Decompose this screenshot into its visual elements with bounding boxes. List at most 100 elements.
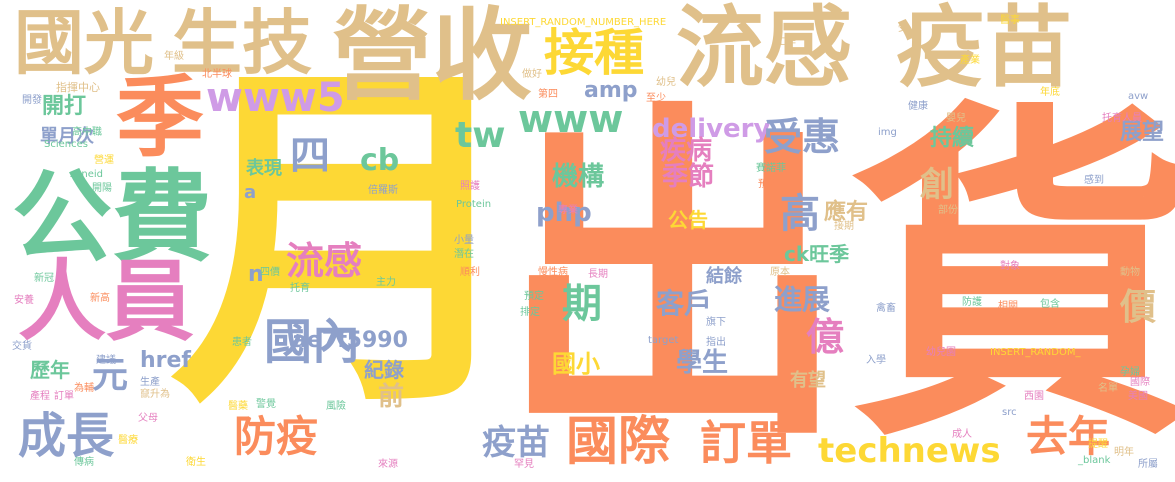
- word-chengzhang: 成長: [18, 408, 115, 464]
- word-liugan-pink: 流感: [286, 239, 363, 283]
- word-jiezhong: 接種: [544, 24, 644, 82]
- word-yinger: 嬰兒: [946, 113, 966, 124]
- word-gandao: 感到: [1084, 175, 1104, 186]
- word-fumu: 父母: [138, 413, 158, 424]
- word-disi: 第四: [538, 89, 558, 100]
- word-qi: 期: [562, 281, 602, 327]
- word-xiyuan: 西園: [1024, 391, 1044, 402]
- word-kehu: 客戶: [656, 287, 713, 320]
- word-jijie: 季節: [662, 162, 715, 192]
- word-xiaoliang: 小量: [454, 235, 474, 246]
- word-shengji: 生技: [172, 2, 312, 84]
- word-jia: 價: [1120, 287, 1157, 328]
- word-target: target: [648, 335, 679, 346]
- word-youer: 幼兒: [656, 77, 676, 88]
- word-yiliao: 醫療: [118, 435, 138, 446]
- word-chengren: 成人: [952, 429, 972, 440]
- word-kaida: 開打: [42, 94, 87, 119]
- word-cb: cb: [360, 143, 400, 178]
- word-yiyao: 醫藥: [228, 401, 248, 412]
- word-youwang: 有望: [790, 370, 826, 391]
- word-cuanshengwei: 竄升為: [140, 389, 170, 400]
- word-jinzhan: 進展: [774, 283, 831, 316]
- word-dingdan-small: 訂單: [54, 391, 74, 402]
- word-guonei: 國內: [264, 314, 361, 370]
- word-a: a: [244, 182, 257, 203]
- word-danyueci: 單月次: [40, 126, 94, 147]
- word-guoji: 國際: [566, 412, 671, 472]
- word-gonggao: 公告: [668, 208, 708, 232]
- word-fangyi: 防疫: [234, 412, 319, 461]
- word-xingao: 新高: [90, 293, 110, 304]
- word-shouhui: 受惠: [764, 115, 841, 159]
- word-amp: amp: [584, 78, 638, 103]
- word-ji: 季: [116, 66, 205, 169]
- word-yingshou: 營收: [332, 0, 532, 114]
- word-dongwu: 動物: [1120, 267, 1140, 278]
- word-guoji-small: 國際: [1130, 377, 1150, 388]
- word-img: img: [878, 127, 897, 138]
- word-fanghu: 防護: [962, 297, 982, 308]
- word-kaifa: 開發: [22, 95, 42, 106]
- word-weisheng: 衛生: [186, 457, 206, 468]
- word-chuhuo: 出貨: [498, 75, 1175, 482]
- word-guoxiao: 國小: [552, 350, 600, 378]
- word-qinchu: 禽畜: [876, 303, 896, 314]
- word-qianzai: 潛在: [454, 249, 474, 260]
- word-mingdan: 名單: [1098, 383, 1118, 394]
- word-chancheng: 產程: [30, 391, 50, 402]
- word-yimiao-gray: 疫苗: [482, 423, 550, 463]
- word-youeryuan: 幼兒園: [926, 347, 956, 358]
- word-tuoyurenyuan: 托育人員: [1102, 113, 1142, 124]
- word-xinguan: 新冠: [34, 273, 54, 284]
- word-qunian: 去年: [1026, 412, 1111, 461]
- word-liugan-large: 流感: [676, 0, 853, 99]
- word-yuxian: 預先: [758, 179, 778, 190]
- word-fengxian: 風險: [326, 401, 346, 412]
- word-kaiyang: 開陽: [92, 183, 112, 194]
- word-zhuanye: 專業: [558, 205, 578, 216]
- word-jingjue: 警覺: [256, 399, 276, 410]
- word-niandi: 年底: [1040, 87, 1060, 98]
- word-shengchan: 生產: [140, 377, 160, 388]
- word-suoshu: 所屬: [1138, 459, 1158, 470]
- word-manxingbing: 慢性病: [538, 267, 568, 278]
- word-dingdan: 訂單: [700, 416, 792, 470]
- word-avw: avw: [1128, 91, 1149, 102]
- word-qian: 前: [378, 382, 405, 412]
- word-php: php: [536, 198, 592, 228]
- word-zoneid: zoneid: [70, 169, 103, 180]
- word-insert-random-number: INSERT_RANDOM_NUMBER_HERE: [500, 17, 667, 28]
- word-n: n: [248, 262, 264, 287]
- word-gao: 高: [780, 191, 820, 237]
- word-gongzuo: 工作: [776, 37, 796, 48]
- word-guoguang: 國光: [14, 2, 154, 84]
- word-qixia: 旗下: [706, 317, 726, 328]
- word-yuding: 預定: [524, 291, 544, 302]
- word-gongfei: 公費: [12, 159, 212, 276]
- word-zhanwang: 展望: [1120, 120, 1165, 145]
- word-jiaohuo: 交貨: [12, 341, 32, 352]
- word-gaozhongzhi: 高中職: [72, 127, 102, 138]
- word-ruxue: 入學: [866, 355, 886, 366]
- word-jieqi: 接期: [834, 221, 854, 232]
- word-xuesheng: 學生: [676, 348, 729, 378]
- word-yue: 月: [170, 32, 530, 451]
- word-weifu: 為輔: [74, 383, 94, 394]
- word-zhaohu: 照護: [460, 181, 480, 192]
- word-jianyi: 建議: [96, 355, 116, 366]
- word-shou: 受: [898, 23, 908, 34]
- word-zhihuizhongxin: 指揮中心: [56, 81, 100, 94]
- word-laiyuan: 來源: [378, 459, 398, 470]
- word-href: href: [140, 348, 192, 373]
- word-chanye: 產業: [960, 55, 980, 66]
- word-beiluosi: 倍羅斯: [368, 185, 398, 196]
- word-yi: 億: [806, 315, 845, 359]
- word-jigou: 機構: [552, 162, 605, 192]
- word-jieyu: 結餘: [706, 266, 742, 287]
- word-baohan: 包含: [1040, 299, 1060, 310]
- word-ae7f5990: ae7f5990: [292, 328, 408, 353]
- word-paiding: 排定: [520, 307, 540, 318]
- word-renyuan: 人員: [18, 250, 195, 353]
